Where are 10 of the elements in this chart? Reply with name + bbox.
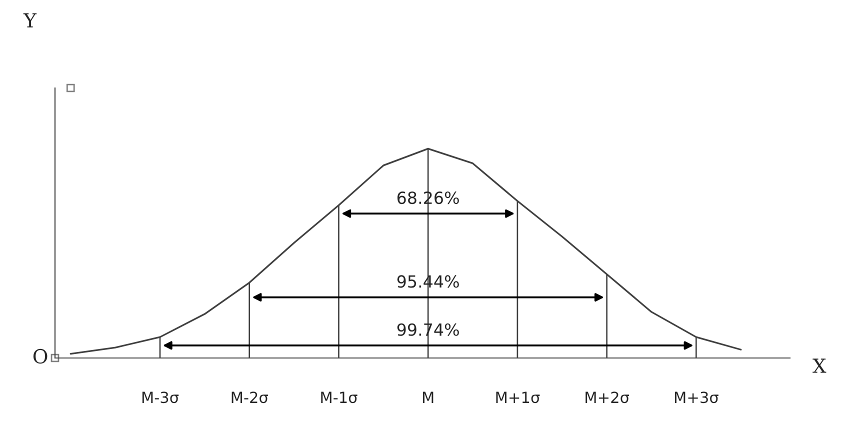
text: O bbox=[33, 348, 48, 364]
x-tick-label: M+3σ bbox=[674, 392, 718, 404]
x-axis-title: X bbox=[812, 358, 826, 373]
x-tick-label: M+1σ bbox=[496, 392, 540, 404]
text: Y bbox=[23, 13, 37, 28]
x-tick-label: M bbox=[422, 392, 434, 403]
x-tick-label: M-2σ bbox=[232, 392, 268, 404]
x-tick-label: M-1σ bbox=[321, 392, 358, 404]
x-tick-label: M+2σ bbox=[586, 392, 630, 404]
x-tick-label: M-3σ bbox=[142, 392, 179, 404]
